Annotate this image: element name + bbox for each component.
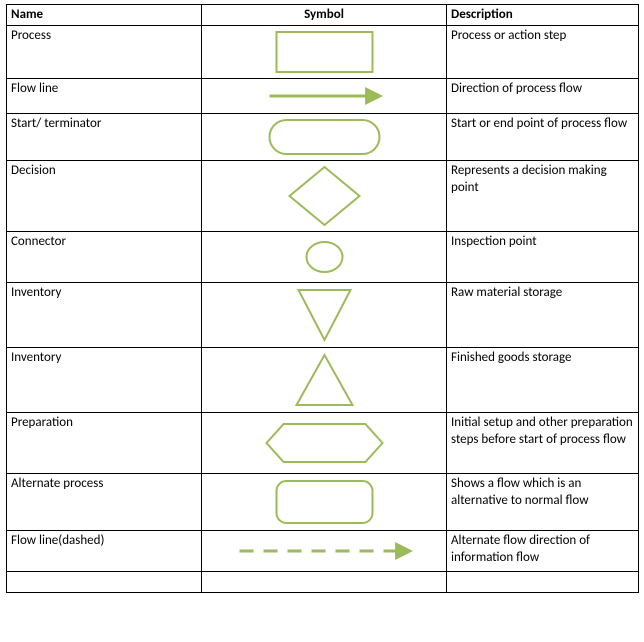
arrow-icon [203,79,446,113]
triangle-down-icon [203,283,446,347]
cell-description: Initial setup and other preparation step… [447,413,639,474]
rectangle-icon [203,26,446,78]
cell-description: Shows a flow which is an alternative to … [447,474,639,531]
cell-symbol [202,26,447,79]
cell-name: Preparation [7,413,202,474]
cell-description: Inspection point [447,232,639,283]
cell-name: Alternate process [7,474,202,531]
table-row: Decision Represents a decision making poi… [7,161,639,232]
rectangle-icon [203,474,446,530]
table-row-empty [7,572,639,593]
cell-symbol [202,531,447,572]
cell-description: Alternate flow direction of information … [447,531,639,572]
cell-description: Process or action step [447,26,639,79]
cell-name: Inventory [7,283,202,348]
ellipse-icon [203,232,446,282]
cell-symbol [202,161,447,232]
cell-name: Flow line [7,79,202,114]
table-row: Flow line(dashed) Alternate flow directi… [7,531,639,572]
cell-name: Decision [7,161,202,232]
cell-name: Process [7,26,202,79]
arrow-icon [203,531,446,571]
col-header-name: Name [7,5,202,26]
table-body: ProcessProcess or action stepFlow line D… [7,26,639,593]
cell-description: Finished goods storage [447,348,639,413]
cell-name: Flow line(dashed) [7,531,202,572]
page-wrap: Name Symbol Description Process Process o… [0,0,644,599]
cell-symbol [202,283,447,348]
table-row: Inventory Finished goods storage [7,348,639,413]
table-header-row: Name Symbol Description [7,5,639,26]
diamond-icon [203,161,446,231]
cell-description: Direction of process flow [447,79,639,114]
cell-description: Represents a decision making point [447,161,639,232]
cell-description: Raw material storage [447,283,639,348]
cell-symbol [202,413,447,474]
table-row: Process Process or action step [7,26,639,79]
cell-symbol [202,348,447,413]
hexagon-icon [203,413,446,473]
table-row: Inventory Raw material storage [7,283,639,348]
cell-symbol [202,474,447,531]
rounded-rect-icon [203,114,446,160]
cell-name: Connector [7,232,202,283]
cell-symbol [202,232,447,283]
cell-name: Start/ terminator [7,114,202,161]
table-row: Start/ terminator Start or end point of p… [7,114,639,161]
cell-name: Inventory [7,348,202,413]
col-header-symbol: Symbol [202,5,447,26]
table-row: Connector Inspection point [7,232,639,283]
table-row: Flow line Direction of process flow [7,79,639,114]
table-row: Preparation Initial setup and other prepa… [7,413,639,474]
col-header-description: Description [447,5,639,26]
cell-description: Start or end point of process flow [447,114,639,161]
cell-symbol [202,114,447,161]
cell-symbol [202,79,447,114]
triangle-up-icon [203,348,446,412]
flowchart-symbol-table: Name Symbol Description Process Process o… [6,4,639,593]
table-row: Alternate process Shows a flow which is a… [7,474,639,531]
